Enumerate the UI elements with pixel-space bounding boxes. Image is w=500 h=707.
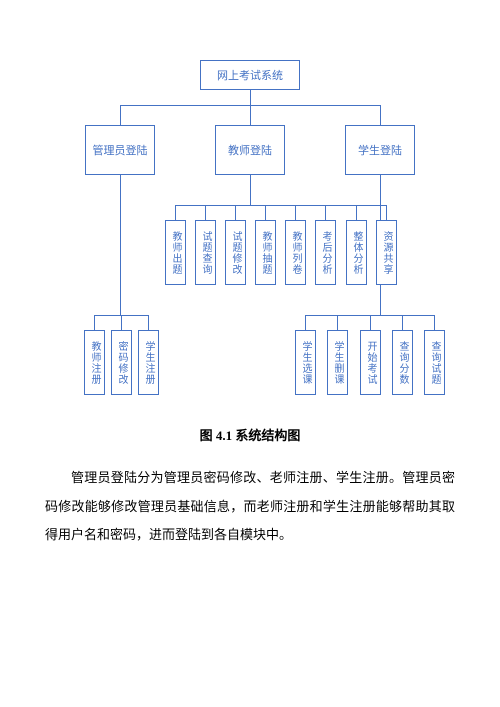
connector — [305, 315, 306, 330]
connector — [337, 315, 338, 330]
node-teacher-child-4: 教师列卷 — [285, 220, 306, 285]
node-admin-child-0: 教师注册 — [84, 330, 105, 395]
node-admin-child-2: 学生注册 — [138, 330, 159, 395]
node-root: 网上考试系统 — [200, 60, 300, 90]
connector — [205, 205, 206, 220]
connector — [250, 90, 251, 105]
node-student-child-3: 查询分数 — [392, 330, 413, 395]
connector — [120, 175, 121, 315]
node-root-label: 网上考试系统 — [217, 67, 283, 83]
connector — [175, 205, 176, 220]
connector — [380, 105, 381, 125]
connector — [148, 315, 149, 330]
connector — [120, 105, 121, 125]
connector — [250, 105, 251, 125]
node-teacher-child-5: 考后分析 — [315, 220, 336, 285]
node-student-login: 学生登陆 — [345, 125, 415, 175]
connector — [250, 175, 251, 205]
node-teacher-login: 教师登陆 — [215, 125, 285, 175]
connector — [356, 205, 357, 220]
node-student-child-1: 学生删课 — [327, 330, 348, 395]
connector — [295, 205, 296, 220]
node-student-login-label: 学生登陆 — [358, 142, 402, 158]
node-teacher-child-2: 试题修改 — [225, 220, 246, 285]
node-admin-login-label: 管理员登陆 — [93, 142, 148, 158]
node-student-child-0: 学生选课 — [295, 330, 316, 395]
figure-caption: 图 4.1 系统结构图 — [45, 425, 455, 444]
connector — [235, 205, 236, 220]
connector — [325, 205, 326, 220]
node-admin-login: 管理员登陆 — [85, 125, 155, 175]
connector — [265, 205, 266, 220]
connector — [402, 315, 403, 330]
document-page: 网上考试系统 管理员登陆 教师登陆 学生登陆 教师出题 试题查询 试题修改 教师… — [0, 0, 500, 707]
node-teacher-child-3: 教师抽题 — [255, 220, 276, 285]
node-teacher-child-0: 教师出题 — [165, 220, 186, 285]
connector — [386, 205, 387, 220]
connector — [370, 315, 371, 330]
node-teacher-child-1: 试题查询 — [195, 220, 216, 285]
node-teacher-login-label: 教师登陆 — [228, 142, 272, 158]
node-student-child-2: 开始考试 — [360, 330, 381, 395]
node-teacher-child-6: 整体分析 — [346, 220, 367, 285]
system-structure-diagram: 网上考试系统 管理员登陆 教师登陆 学生登陆 教师出题 试题查询 试题修改 教师… — [45, 40, 455, 410]
connector — [94, 315, 95, 330]
node-student-child-4: 查询试题 — [424, 330, 445, 395]
node-admin-child-1: 密码修改 — [111, 330, 132, 395]
paragraph-text: 管理员登陆分为管理员密码修改、老师注册、学生注册。管理员密码修改能够修改管理员基… — [45, 464, 455, 550]
connector — [434, 315, 435, 330]
node-teacher-child-7: 资源共享 — [376, 220, 397, 285]
paragraph-block: 管理员登陆分为管理员密码修改、老师注册、学生注册。管理员密码修改能够修改管理员基… — [45, 464, 455, 550]
connector — [121, 315, 122, 330]
